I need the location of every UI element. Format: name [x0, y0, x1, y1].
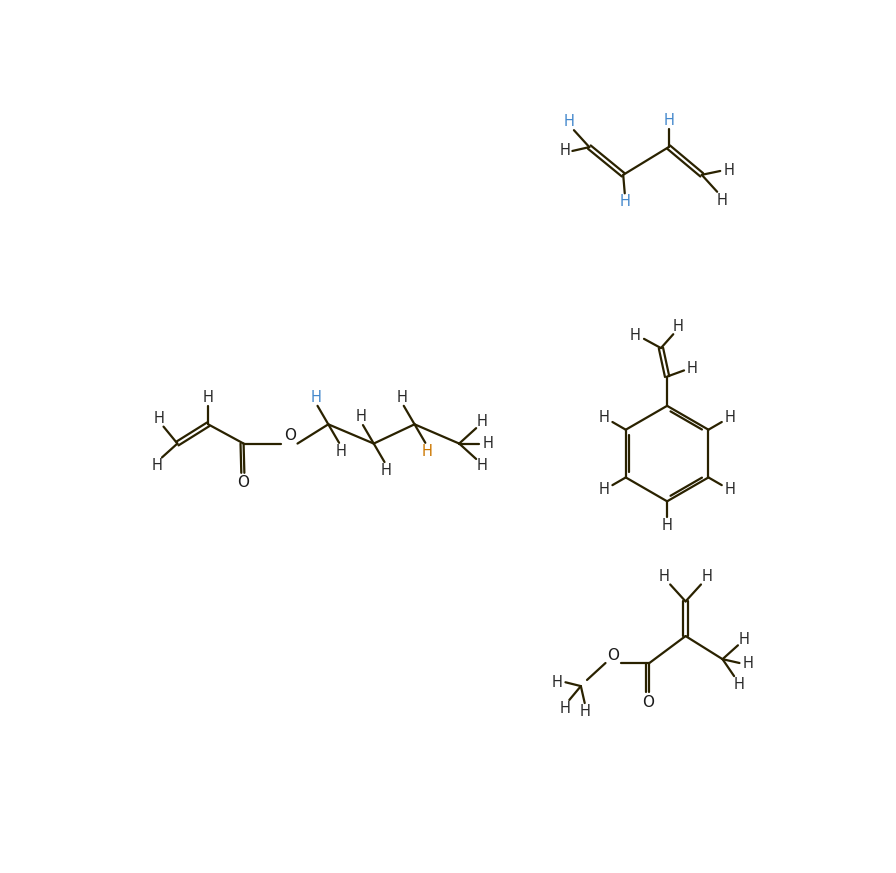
Text: H: H: [559, 143, 570, 159]
Text: H: H: [743, 656, 754, 670]
Text: H: H: [421, 443, 432, 458]
Text: H: H: [477, 415, 487, 430]
Text: H: H: [599, 482, 610, 498]
Text: H: H: [599, 410, 610, 425]
Text: H: H: [702, 569, 712, 584]
Text: H: H: [661, 519, 673, 533]
Text: O: O: [642, 695, 654, 710]
Text: H: H: [672, 319, 684, 334]
Text: H: H: [335, 443, 346, 458]
Text: H: H: [552, 675, 563, 690]
Text: H: H: [381, 463, 392, 478]
Text: H: H: [202, 390, 213, 405]
Text: O: O: [607, 648, 619, 663]
Text: H: H: [738, 632, 750, 647]
Text: H: H: [724, 410, 736, 425]
Text: H: H: [716, 193, 728, 208]
Text: H: H: [724, 482, 736, 498]
Text: H: H: [564, 114, 574, 129]
Text: H: H: [356, 409, 366, 424]
Text: H: H: [687, 361, 698, 376]
Text: H: H: [477, 457, 487, 472]
Text: H: H: [153, 410, 164, 426]
Text: H: H: [619, 195, 630, 210]
Text: H: H: [311, 390, 322, 405]
Text: H: H: [663, 113, 674, 127]
Text: H: H: [580, 704, 590, 719]
Text: H: H: [659, 569, 669, 584]
Text: O: O: [284, 429, 296, 443]
Text: H: H: [152, 457, 163, 472]
Text: H: H: [733, 677, 745, 692]
Text: H: H: [482, 436, 493, 451]
Text: H: H: [630, 328, 641, 343]
Text: H: H: [560, 701, 571, 716]
Text: O: O: [237, 475, 249, 491]
Text: H: H: [723, 163, 734, 178]
Text: H: H: [397, 390, 408, 405]
